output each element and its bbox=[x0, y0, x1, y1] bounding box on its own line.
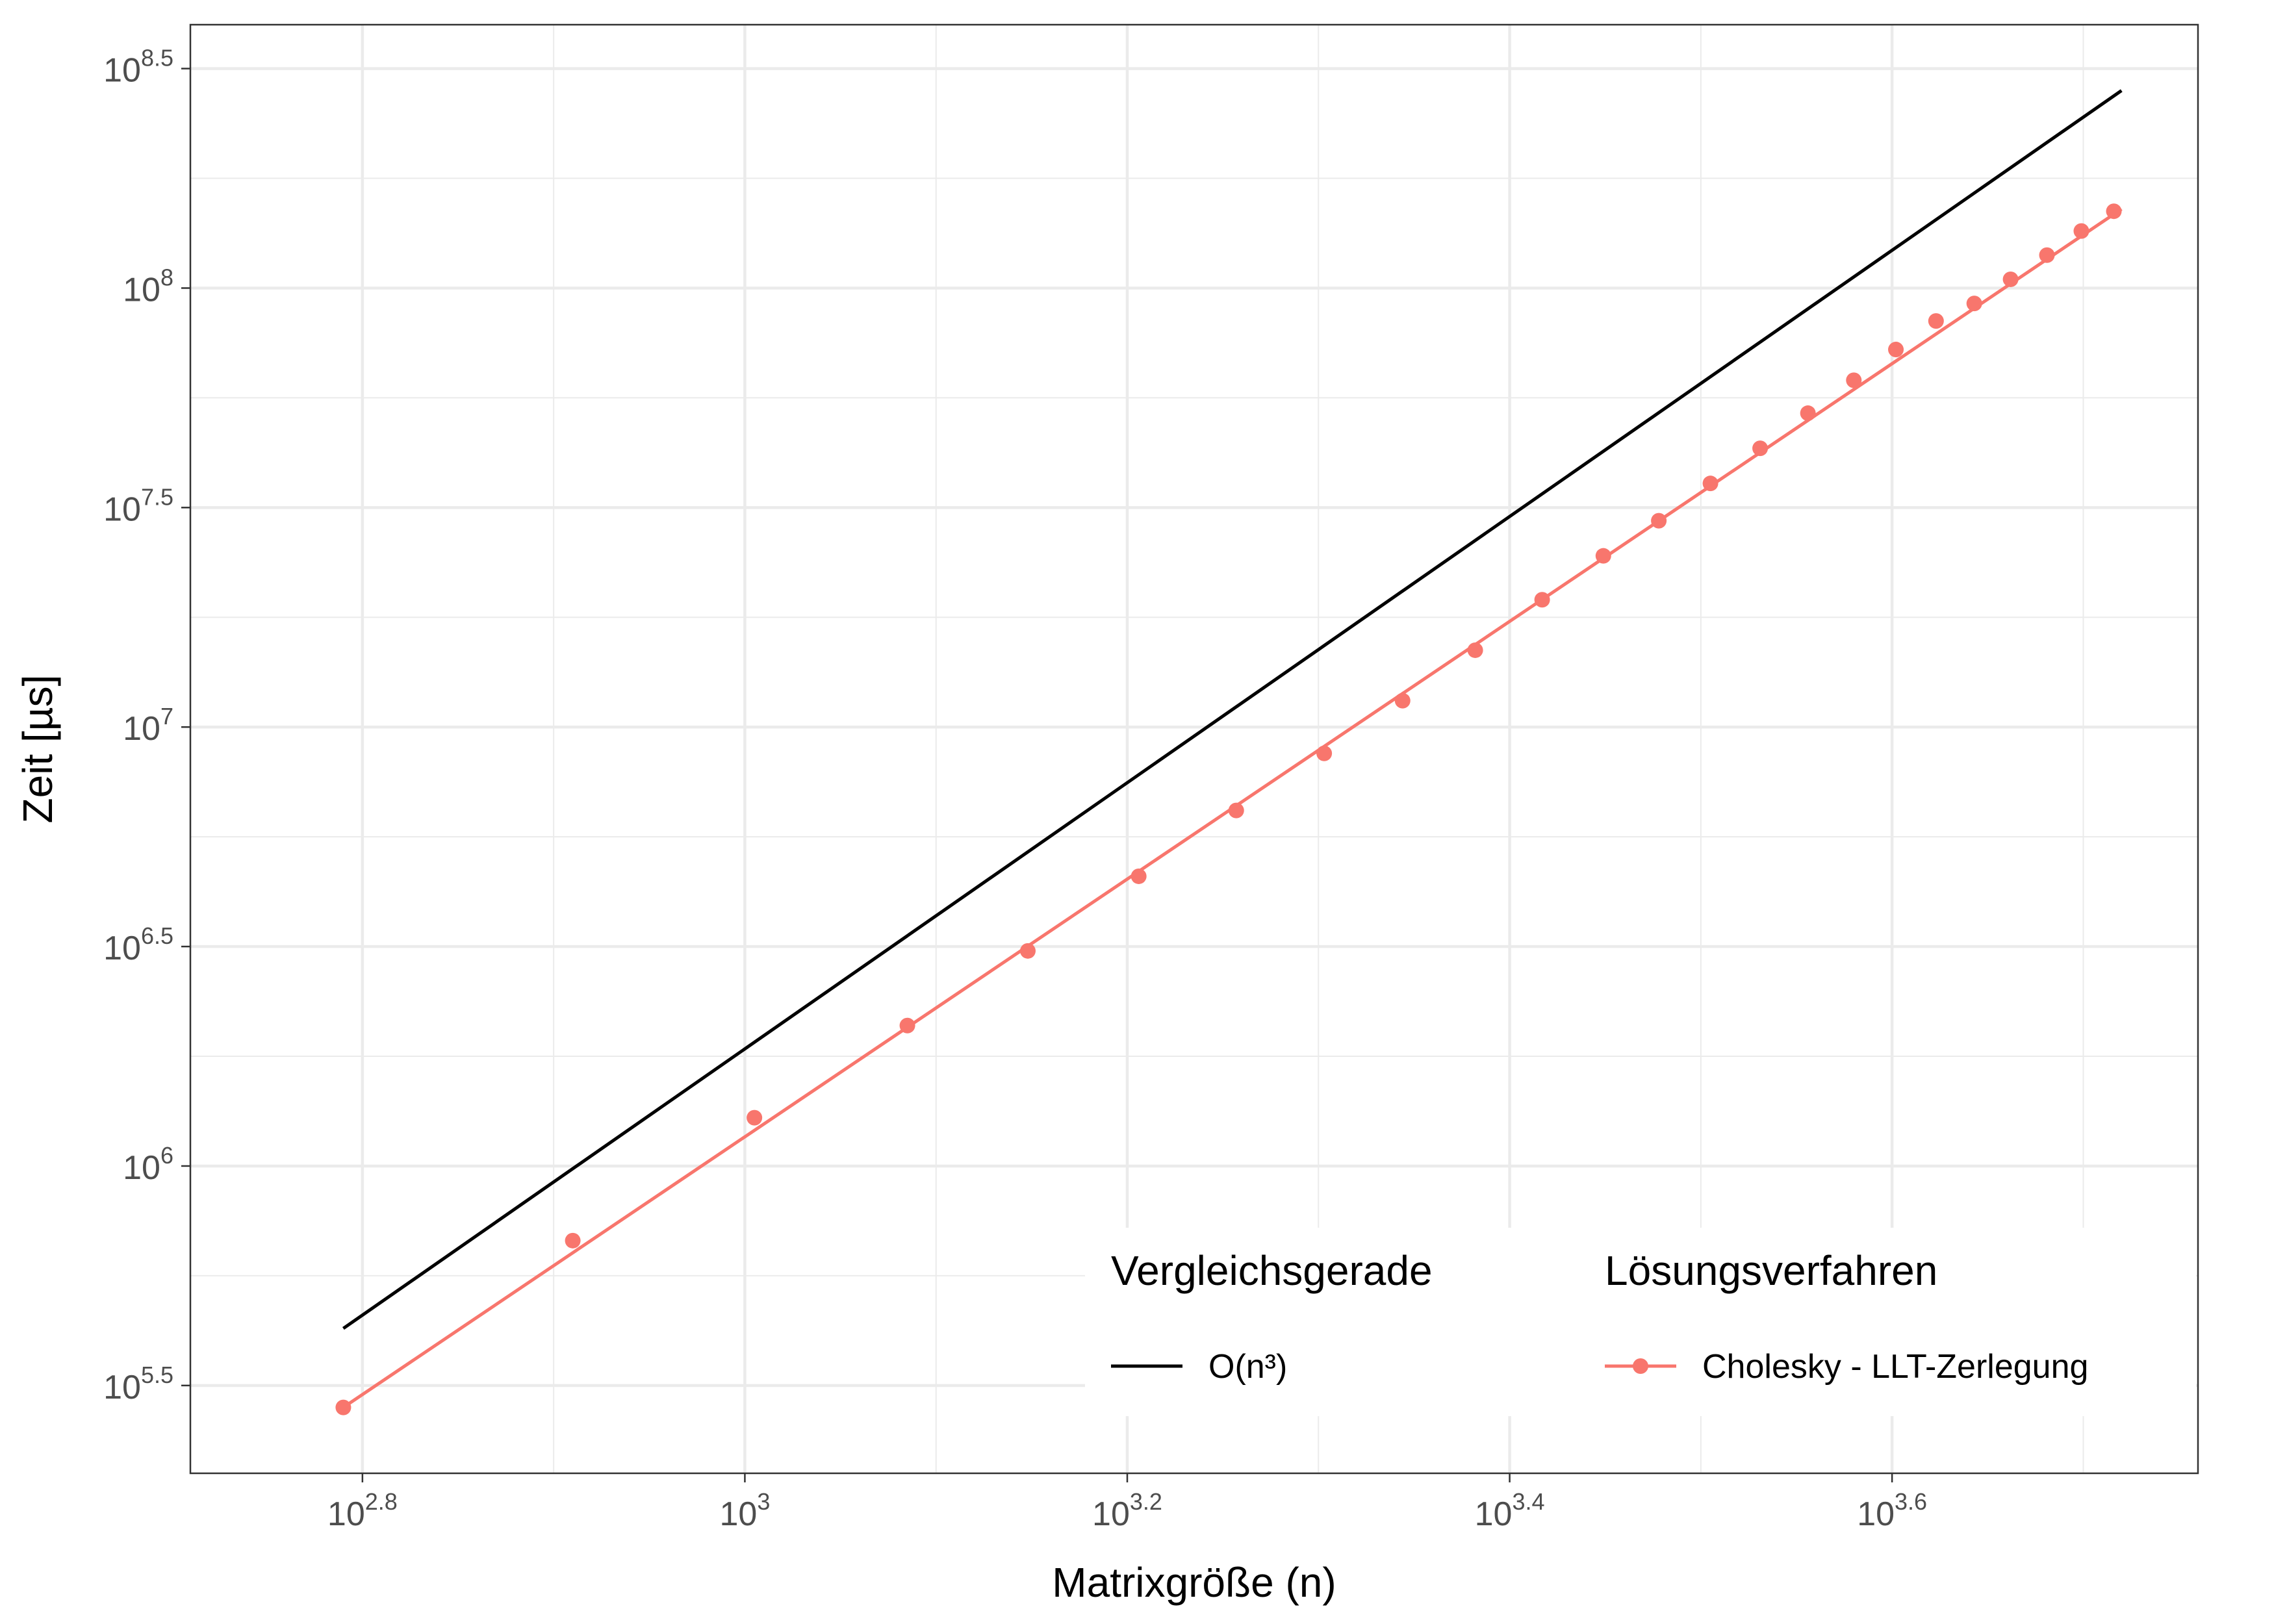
legend-label: O(n³) bbox=[1208, 1348, 1287, 1386]
data-point bbox=[1595, 548, 1611, 564]
data-point bbox=[1752, 440, 1769, 457]
data-point bbox=[1928, 313, 1944, 329]
x-tick-label: 103 bbox=[719, 1488, 770, 1533]
data-point bbox=[2106, 203, 2122, 220]
data-point bbox=[1019, 943, 1036, 959]
data-point bbox=[1651, 513, 1667, 529]
data-point bbox=[747, 1110, 763, 1126]
data-point bbox=[899, 1017, 915, 1034]
y-tick-label: 108 bbox=[123, 264, 173, 309]
data-point bbox=[1966, 296, 1982, 312]
x-tick-label: 103.6 bbox=[1857, 1488, 1927, 1533]
data-point bbox=[2002, 271, 2019, 287]
series-layer bbox=[335, 89, 2123, 1415]
grid-major bbox=[190, 25, 2198, 1473]
legend-key-point bbox=[1633, 1358, 1648, 1374]
y-tick-label: 107.5 bbox=[103, 483, 173, 528]
data-point bbox=[1394, 692, 1411, 709]
x-axis-title: Matrixgröße (n) bbox=[1052, 1559, 1336, 1606]
legend-title: Vergleichsgerade bbox=[1111, 1247, 1433, 1294]
y-tick-label: 106 bbox=[123, 1142, 173, 1187]
y-axis-ticks: 105.5 106 106.5 107 107.5 108 108.5 bbox=[103, 45, 190, 1406]
data-point bbox=[2073, 223, 2089, 239]
x-axis-ticks: 102.8 103 103.2 103.4 103.6 bbox=[327, 1473, 1927, 1533]
y-axis-title: Zeit [µs] bbox=[14, 675, 61, 824]
y-tick-label: 106.5 bbox=[103, 922, 173, 967]
x-tick-label: 103.4 bbox=[1475, 1488, 1545, 1533]
legend-label: Cholesky - LLT-Zerlegung bbox=[1702, 1348, 2088, 1386]
data-point bbox=[1846, 372, 1862, 388]
y-tick-label: 107 bbox=[123, 703, 173, 748]
y-tick-label: 105.5 bbox=[103, 1362, 173, 1406]
data-point bbox=[1888, 342, 1904, 358]
data-point bbox=[2039, 247, 2055, 263]
x-tick-label: 102.8 bbox=[327, 1488, 398, 1533]
legend-background bbox=[1085, 1228, 2196, 1416]
series-line-1 bbox=[342, 89, 2123, 1330]
y-tick-label: 108.5 bbox=[103, 45, 173, 90]
data-point bbox=[1316, 745, 1333, 761]
data-point bbox=[1534, 592, 1550, 608]
legend: Vergleichsgerade O(n³) Lösungsverfahren Cho… bbox=[1085, 1228, 2196, 1416]
x-tick-label: 103.2 bbox=[1092, 1488, 1162, 1533]
data-point bbox=[1467, 642, 1483, 658]
data-point bbox=[1131, 868, 1147, 884]
legend-title: Lösungsverfahren bbox=[1605, 1247, 1937, 1294]
panel-border bbox=[189, 23, 2199, 1475]
data-point bbox=[1702, 476, 1718, 492]
data-point bbox=[1228, 802, 1244, 818]
data-point bbox=[335, 1399, 351, 1415]
data-point bbox=[1800, 405, 1816, 422]
data-point bbox=[565, 1232, 581, 1249]
